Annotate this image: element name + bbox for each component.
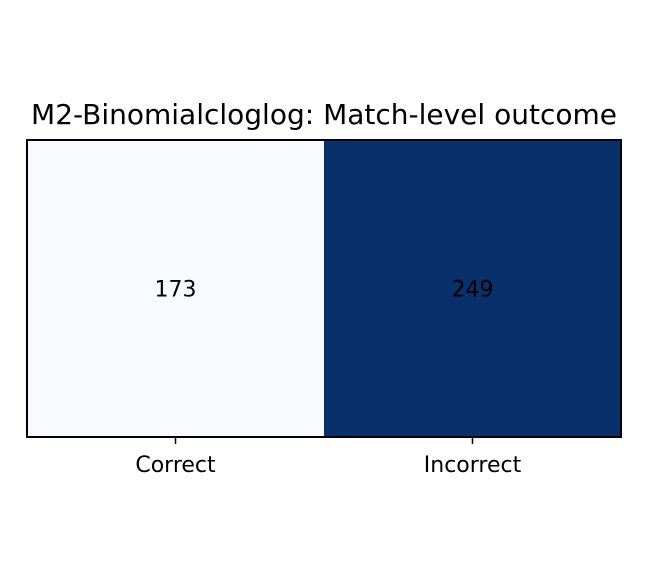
heatmap-cell-correct — [27, 140, 324, 437]
x-tick-label: Correct — [135, 453, 216, 478]
x-axis-ticks: Correct Incorrect — [135, 437, 522, 478]
cell-value-labels: 173 249 — [155, 278, 494, 303]
chart-title: M2-Binomialcloglog: Match-level outcome — [31, 98, 617, 131]
heatmap-cell-incorrect — [324, 140, 621, 437]
plot-frame — [26, 139, 622, 438]
cell-value-incorrect: 249 — [452, 278, 494, 303]
heatmap-cells — [27, 140, 621, 437]
x-tick-label: Incorrect — [424, 453, 522, 478]
cell-value-correct: 173 — [155, 278, 197, 303]
